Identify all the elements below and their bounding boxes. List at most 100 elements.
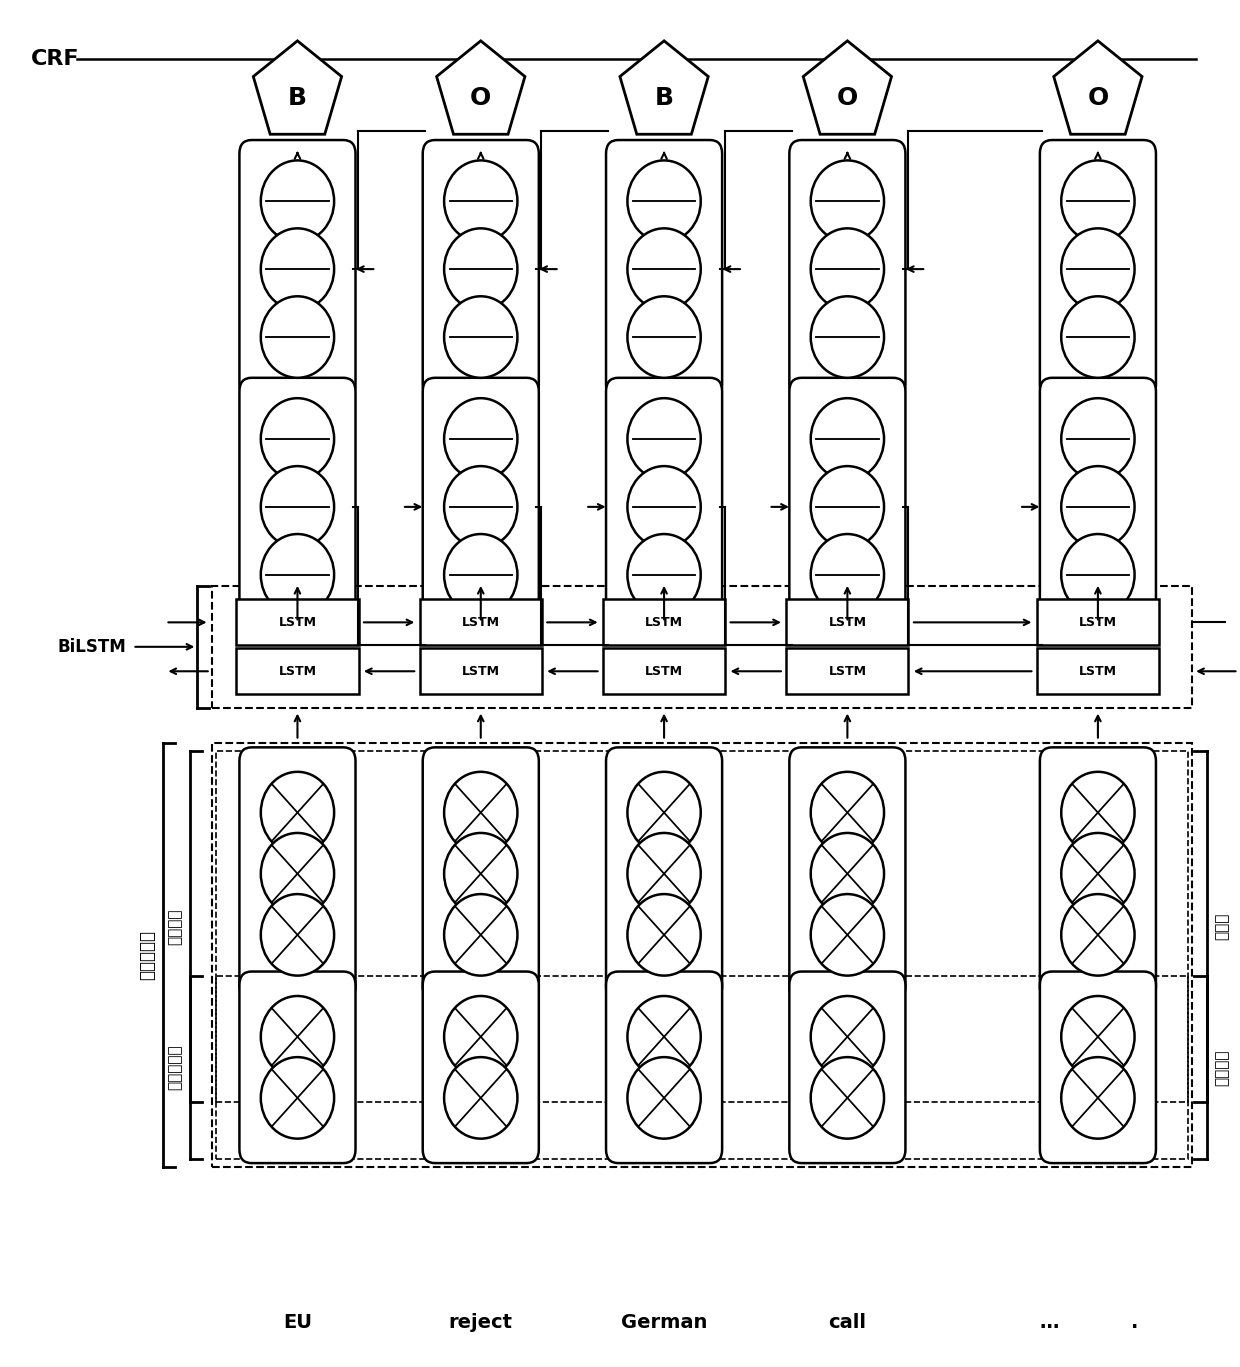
Circle shape <box>260 297 334 377</box>
Circle shape <box>260 160 334 242</box>
Text: CRF: CRF <box>31 48 79 68</box>
Circle shape <box>627 534 701 615</box>
Bar <box>427 150 536 625</box>
Circle shape <box>627 894 701 976</box>
Bar <box>216 976 1188 1159</box>
FancyBboxPatch shape <box>239 748 356 1001</box>
Bar <box>603 648 725 694</box>
Text: 特征表示层: 特征表示层 <box>138 930 156 980</box>
Text: 字符特征层: 字符特征层 <box>167 1044 182 1089</box>
Circle shape <box>1061 1057 1135 1139</box>
Circle shape <box>260 466 334 548</box>
FancyBboxPatch shape <box>1040 377 1156 636</box>
Circle shape <box>1061 398 1135 480</box>
Text: O: O <box>470 86 491 109</box>
Bar <box>786 599 909 645</box>
Text: reject: reject <box>449 1312 513 1331</box>
FancyBboxPatch shape <box>790 972 905 1163</box>
Circle shape <box>627 833 701 915</box>
Circle shape <box>811 534 884 615</box>
FancyBboxPatch shape <box>606 748 722 1001</box>
Circle shape <box>811 833 884 915</box>
Text: call: call <box>828 1312 867 1331</box>
Circle shape <box>260 398 334 480</box>
Circle shape <box>1061 772 1135 853</box>
Circle shape <box>1061 997 1135 1077</box>
Polygon shape <box>804 41 892 134</box>
Bar <box>794 150 901 625</box>
Circle shape <box>444 833 517 915</box>
Circle shape <box>627 160 701 242</box>
Circle shape <box>1061 466 1135 548</box>
Bar <box>1037 599 1159 645</box>
FancyBboxPatch shape <box>239 377 356 636</box>
FancyBboxPatch shape <box>423 972 539 1163</box>
Circle shape <box>260 1057 334 1139</box>
Text: German: German <box>621 1312 707 1331</box>
Text: B: B <box>655 86 673 109</box>
Circle shape <box>260 894 334 976</box>
Circle shape <box>1061 833 1135 915</box>
Polygon shape <box>436 41 525 134</box>
Text: …: … <box>1039 1312 1059 1331</box>
Text: LSTM: LSTM <box>645 617 683 629</box>
FancyBboxPatch shape <box>423 748 539 1001</box>
Circle shape <box>627 997 701 1077</box>
Circle shape <box>444 398 517 480</box>
Bar <box>786 648 909 694</box>
Circle shape <box>260 997 334 1077</box>
FancyBboxPatch shape <box>606 377 722 636</box>
Bar <box>1037 648 1159 694</box>
Circle shape <box>444 160 517 242</box>
Text: LSTM: LSTM <box>461 617 500 629</box>
Text: EU: EU <box>283 1312 312 1331</box>
Circle shape <box>260 772 334 853</box>
Text: LSTM: LSTM <box>828 617 867 629</box>
FancyBboxPatch shape <box>606 972 722 1163</box>
Bar <box>603 599 725 645</box>
Polygon shape <box>620 41 708 134</box>
Circle shape <box>627 398 701 480</box>
FancyBboxPatch shape <box>423 377 539 636</box>
Bar <box>1044 150 1152 625</box>
Text: O: O <box>1087 86 1109 109</box>
Circle shape <box>811 772 884 853</box>
Polygon shape <box>1054 41 1142 134</box>
Circle shape <box>811 228 884 310</box>
Text: LSTM: LSTM <box>279 664 316 678</box>
Circle shape <box>444 534 517 615</box>
Bar <box>237 599 358 645</box>
Circle shape <box>811 997 884 1077</box>
Circle shape <box>811 1057 884 1139</box>
Text: LSTM: LSTM <box>828 664 867 678</box>
Circle shape <box>444 1057 517 1139</box>
Bar <box>610 150 718 625</box>
Polygon shape <box>253 41 342 134</box>
Circle shape <box>627 297 701 377</box>
Circle shape <box>260 833 334 915</box>
Text: 词向量层: 词向量层 <box>167 909 182 945</box>
Bar <box>419 648 542 694</box>
Circle shape <box>444 894 517 976</box>
Circle shape <box>627 772 701 853</box>
Text: LSTM: LSTM <box>1079 617 1117 629</box>
Circle shape <box>811 297 884 377</box>
Circle shape <box>627 228 701 310</box>
Bar <box>212 744 1192 1167</box>
Circle shape <box>444 772 517 853</box>
FancyBboxPatch shape <box>1040 972 1156 1163</box>
Circle shape <box>811 894 884 976</box>
FancyBboxPatch shape <box>606 139 722 398</box>
Circle shape <box>1061 228 1135 310</box>
Text: LSTM: LSTM <box>279 617 316 629</box>
FancyBboxPatch shape <box>239 139 356 398</box>
Circle shape <box>1061 297 1135 377</box>
Bar <box>243 150 352 625</box>
Text: .: . <box>1131 1312 1138 1331</box>
FancyBboxPatch shape <box>790 139 905 398</box>
Text: B: B <box>288 86 308 109</box>
Text: LSTM: LSTM <box>645 664 683 678</box>
Circle shape <box>627 466 701 548</box>
Circle shape <box>1061 160 1135 242</box>
FancyBboxPatch shape <box>1040 748 1156 1001</box>
